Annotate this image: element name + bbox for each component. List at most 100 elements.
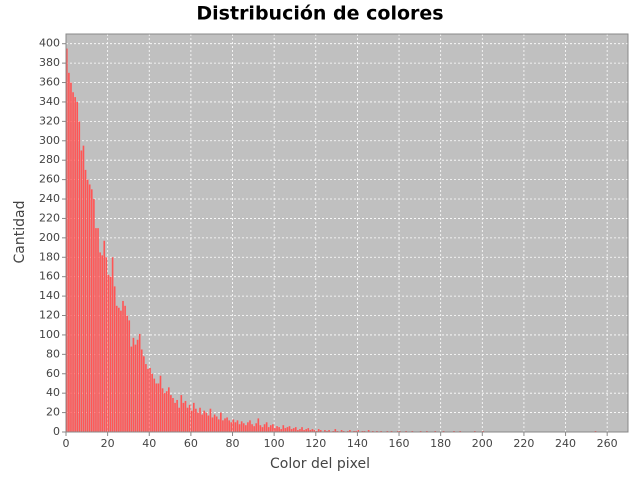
y-tick-label: 80 — [46, 347, 60, 360]
bar — [115, 305, 118, 432]
bar — [149, 367, 151, 432]
bar — [220, 412, 222, 432]
x-tick-label: 120 — [305, 437, 326, 450]
bar — [93, 199, 95, 432]
y-tick-label: 380 — [39, 56, 60, 69]
bar — [305, 429, 307, 432]
plot-background — [66, 34, 628, 432]
bar — [286, 427, 289, 432]
bar — [155, 383, 158, 432]
bar — [284, 428, 287, 432]
bar — [172, 398, 174, 432]
bar — [282, 425, 285, 432]
bar — [274, 428, 276, 432]
bar — [294, 427, 297, 432]
bar — [213, 414, 216, 432]
bar — [140, 349, 143, 432]
bar — [297, 430, 299, 432]
bar — [313, 430, 316, 432]
x-tick-label: 260 — [597, 437, 618, 450]
bar — [280, 429, 283, 432]
y-tick-label: 120 — [39, 309, 60, 322]
y-tick-label: 100 — [39, 328, 60, 341]
bar — [207, 415, 210, 432]
bar — [195, 408, 197, 432]
bar — [107, 274, 110, 432]
bar — [157, 383, 160, 432]
bar — [278, 427, 280, 432]
y-tick-label: 140 — [39, 289, 60, 302]
bar — [242, 423, 245, 432]
x-tick-label: 140 — [347, 437, 368, 450]
y-tick-label: 180 — [39, 250, 60, 263]
bar — [226, 417, 228, 432]
bar — [124, 305, 126, 432]
bar — [118, 307, 120, 432]
bar — [247, 422, 249, 432]
bar — [163, 393, 166, 432]
bar — [328, 430, 330, 432]
bar — [68, 72, 70, 432]
bar — [90, 189, 93, 432]
x-tick-label: 0 — [63, 437, 70, 450]
bar — [128, 320, 131, 432]
bar — [234, 422, 237, 432]
bar — [74, 97, 76, 432]
bar — [76, 101, 79, 432]
y-tick-label: 40 — [46, 386, 60, 399]
x-tick-label: 180 — [430, 437, 451, 450]
bar — [80, 150, 83, 433]
bar — [78, 121, 81, 433]
bar — [138, 333, 141, 432]
bar — [217, 419, 220, 432]
bar — [265, 422, 268, 432]
bar — [253, 426, 255, 432]
bar — [153, 378, 156, 432]
y-tick-label: 240 — [39, 192, 60, 205]
bar — [95, 228, 97, 432]
bar — [238, 424, 241, 432]
bar — [290, 429, 293, 432]
bar — [255, 423, 258, 432]
bar — [334, 429, 337, 432]
bar — [151, 373, 153, 432]
bar — [215, 416, 218, 432]
bar — [184, 400, 187, 432]
bar — [145, 364, 147, 432]
bar — [165, 391, 168, 432]
bar — [134, 344, 137, 432]
bar — [159, 375, 162, 432]
y-tick-label: 320 — [39, 114, 60, 127]
bar — [307, 428, 310, 432]
bar — [292, 428, 295, 432]
bar — [99, 252, 101, 432]
y-tick-label: 160 — [39, 270, 60, 283]
bar — [88, 184, 91, 432]
x-tick-label: 40 — [142, 437, 156, 450]
bar — [317, 429, 320, 432]
bar — [101, 255, 104, 432]
bar — [205, 412, 208, 432]
bar — [143, 356, 145, 432]
bar — [197, 412, 199, 432]
bar — [97, 228, 99, 432]
y-tick-label: 360 — [39, 76, 60, 89]
bar — [340, 430, 343, 432]
bar — [211, 417, 214, 432]
bar — [111, 257, 114, 432]
bar — [161, 388, 164, 432]
bar — [86, 179, 89, 432]
bar — [190, 410, 193, 432]
bar — [263, 424, 266, 432]
bar — [192, 402, 195, 432]
bar — [170, 395, 172, 432]
y-axis-label: Cantidad — [12, 201, 28, 264]
bar — [349, 430, 351, 432]
bar — [103, 240, 106, 432]
bar — [267, 427, 270, 432]
chart-title: Distribución de colores — [196, 3, 443, 25]
bar — [230, 422, 233, 432]
bar — [232, 419, 235, 432]
y-tick-label: 20 — [46, 406, 60, 419]
bar — [82, 145, 85, 432]
